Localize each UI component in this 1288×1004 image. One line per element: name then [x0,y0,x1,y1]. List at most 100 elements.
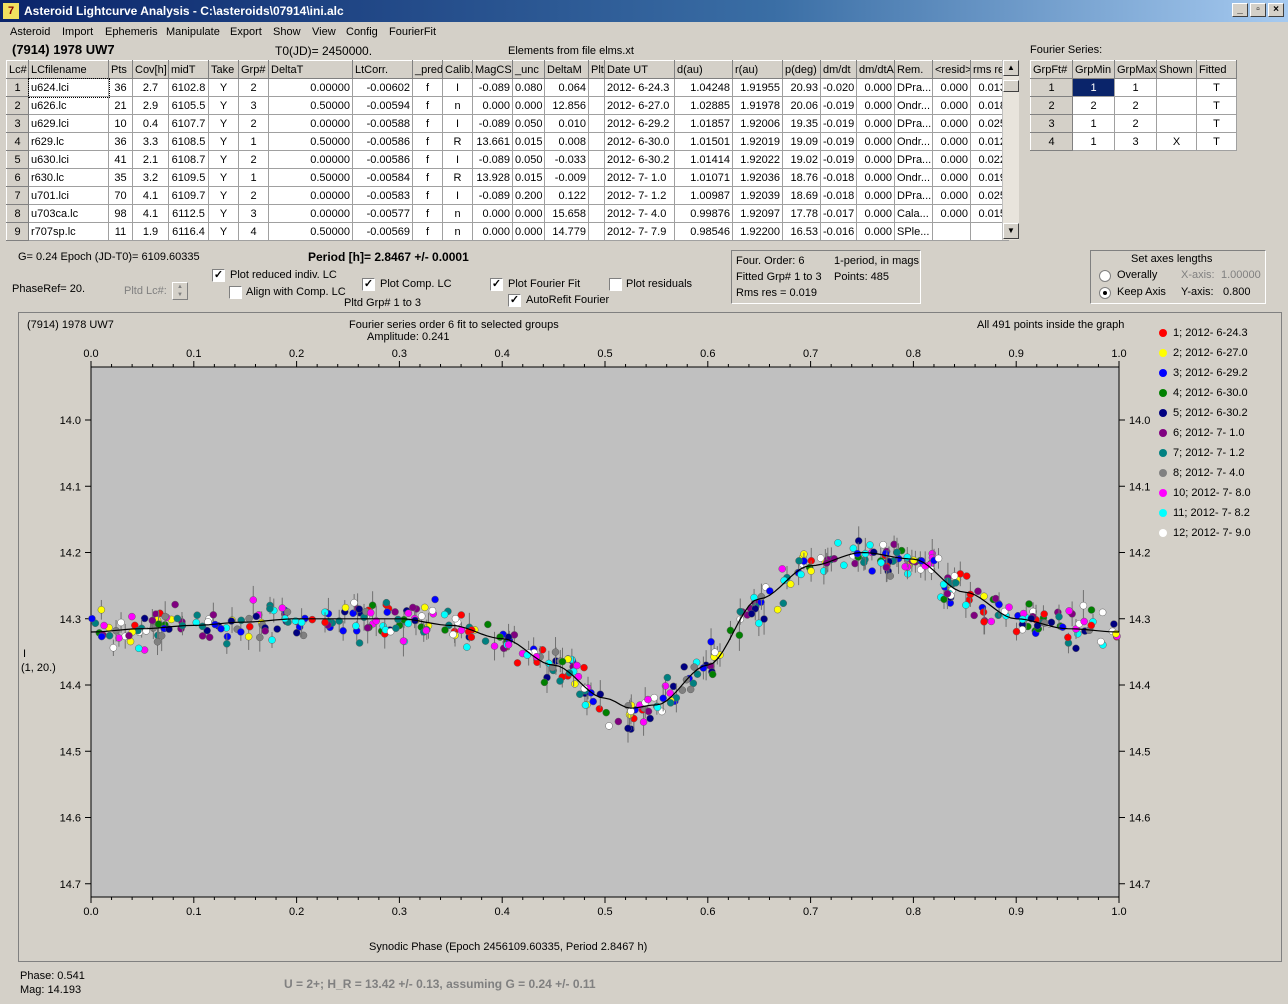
table-cell[interactable]: 18.76 [782,168,821,187]
table-cell[interactable]: u701.lci [28,186,109,205]
table-cell[interactable]: 0.50000 [268,168,353,187]
table-cell[interactable]: 1 [1072,78,1115,97]
close-button[interactable]: × [1268,3,1284,17]
table-cell[interactable]: 0.000 [932,186,971,205]
table-cell[interactable]: 6107.7 [168,114,209,133]
column-header[interactable]: MagCS [472,60,513,79]
row-header[interactable]: 4 [1030,132,1073,151]
table-cell[interactable]: 1.01857 [674,114,733,133]
table-cell[interactable]: 6109.5 [168,168,209,187]
table-cell[interactable]: u629.lci [28,114,109,133]
row-header[interactable]: 4 [6,132,29,151]
table-cell[interactable]: 0.015 [512,168,545,187]
table-cell[interactable]: -0.00577 [352,204,413,223]
maximize-button[interactable]: ▫ [1250,3,1266,17]
table-cell[interactable]: 6105.5 [168,96,209,115]
menu-manipulate[interactable]: Manipulate [166,26,220,38]
column-header[interactable]: Date UT [604,60,675,79]
table-cell[interactable]: 10 [108,114,133,133]
table-cell[interactable]: 6108.7 [168,150,209,169]
autorefit-checkbox[interactable]: ✓ [508,294,521,307]
table-cell[interactable]: -0.089 [472,150,513,169]
table-cell[interactable]: 14.779 [544,222,589,241]
row-header[interactable]: 5 [6,150,29,169]
table-cell[interactable]: 2012- 6-30.2 [604,150,675,169]
table-cell[interactable]: 0.000 [932,150,971,169]
table-cell[interactable]: 98 [108,204,133,223]
row-header[interactable]: 9 [6,222,29,241]
table-cell[interactable]: 1 [1072,132,1115,151]
table-cell[interactable]: 1.92097 [732,204,783,223]
table-cell[interactable]: T [1196,78,1237,97]
table-cell[interactable]: 0.000 [932,168,971,187]
table-cell[interactable]: 12.856 [544,96,589,115]
table-cell[interactable]: 2 [238,150,269,169]
table-cell[interactable] [932,222,971,241]
table-cell[interactable]: 17.78 [782,204,821,223]
scroll-up-arrow-icon[interactable]: ▲ [1003,60,1019,76]
table-cell[interactable] [588,168,605,187]
table-cell[interactable]: 1.01071 [674,168,733,187]
scroll-thumb[interactable] [1003,80,1019,92]
table-cell[interactable]: 20.06 [782,96,821,115]
table-cell[interactable]: 0.000 [932,78,971,97]
column-header[interactable]: Take [208,60,239,79]
table-cell[interactable]: 1.01414 [674,150,733,169]
row-header[interactable]: 2 [6,96,29,115]
table-cell[interactable]: -0.020 [820,78,857,97]
table-cell[interactable]: 21 [108,96,133,115]
table-cell[interactable]: 0.022 [970,150,1009,169]
table-cell[interactable] [1156,114,1197,133]
column-header[interactable]: _pred. [412,60,443,79]
table-cell[interactable]: 11 [108,222,133,241]
table-cell[interactable]: 0.000 [856,114,895,133]
table-cell[interactable]: 6112.5 [168,204,209,223]
table-cell[interactable]: 0.000 [856,204,895,223]
table-cell[interactable]: -0.018 [820,168,857,187]
table-cell[interactable]: 0.064 [544,78,589,97]
table-cell[interactable]: 1.00987 [674,186,733,205]
table-cell[interactable]: 0.000 [856,132,895,151]
table-cell[interactable]: 0.50000 [268,96,353,115]
table-cell[interactable]: 0.4 [132,114,169,133]
table-cell[interactable]: 0.50000 [268,132,353,151]
table-cell[interactable]: T [1196,114,1237,133]
table-cell[interactable]: 2012- 6-30.0 [604,132,675,151]
table-cell[interactable]: 1.92036 [732,168,783,187]
table-cell[interactable]: 1.92006 [732,114,783,133]
table-cell[interactable]: 0.080 [512,78,545,97]
table-cell[interactable]: -0.019 [820,114,857,133]
table-cell[interactable]: 2012- 7- 1.2 [604,186,675,205]
table-cell[interactable]: R [442,168,473,187]
table-cell[interactable]: 6109.7 [168,186,209,205]
table-cell[interactable]: Ondr... [894,96,933,115]
table-cell[interactable]: Y [208,96,239,115]
table-cell[interactable]: 3.2 [132,168,169,187]
table-cell[interactable]: 2 [1114,114,1157,133]
table-cell[interactable]: I [442,186,473,205]
column-header[interactable]: LCfilename [28,60,109,79]
table-cell[interactable]: T [1196,96,1237,115]
table-cell[interactable]: 1 [1114,78,1157,97]
table-cell[interactable] [588,186,605,205]
column-header[interactable]: DeltaT [268,60,353,79]
row-header[interactable]: 3 [1030,114,1073,133]
table-row[interactable]: 8 u703ca.lc 98 4.1 6112.5 Y 3 0.00000 -0.00577 f n… [6,204,1009,223]
table-cell[interactable]: 19.09 [782,132,821,151]
table-cell[interactable]: DPra... [894,150,933,169]
table-cell[interactable]: 6116.4 [168,222,209,241]
column-header[interactable]: GrpFt# [1030,60,1073,79]
align-comp-checkbox[interactable] [229,286,242,299]
table-cell[interactable]: 1.92200 [732,222,783,241]
table-cell[interactable]: 4 [238,222,269,241]
table-cell[interactable]: -0.019 [820,150,857,169]
column-header[interactable]: dm/dtA [856,60,895,79]
table-cell[interactable]: I [442,114,473,133]
table-cell[interactable]: 0.000 [472,204,513,223]
menu-import[interactable]: Import [62,26,94,38]
table-cell[interactable]: SPle... [894,222,933,241]
table-cell[interactable]: -0.089 [472,186,513,205]
table-cell[interactable]: Y [208,132,239,151]
table-cell[interactable]: 70 [108,186,133,205]
